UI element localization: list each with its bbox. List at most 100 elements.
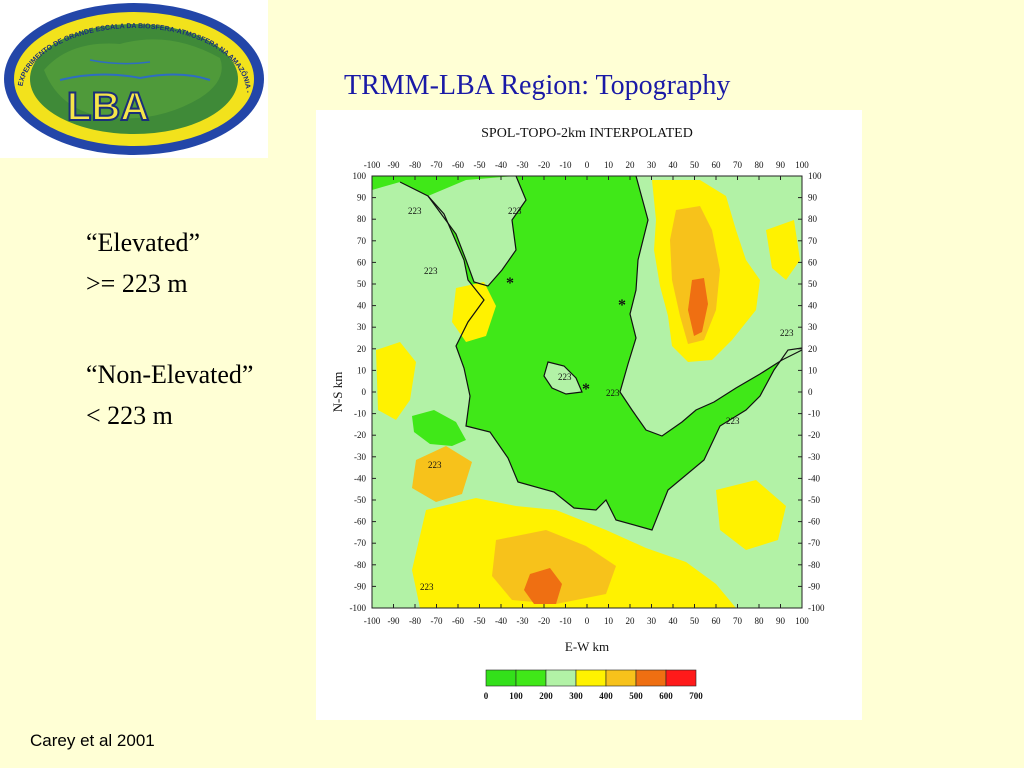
non-elevated-label: “Non-Elevated” [86, 360, 254, 389]
map-xlabel: E-W km [565, 639, 609, 654]
y-tick-label-right: 10 [808, 365, 818, 375]
x-tick-label-top: 20 [626, 160, 636, 170]
colorbar-swatch [545, 669, 577, 687]
y-tick-label-right: -50 [808, 495, 820, 505]
x-tick-label-top: -40 [495, 160, 507, 170]
x-tick-label-bottom: 20 [626, 616, 636, 626]
contour-223-north [427, 176, 527, 287]
y-tick-label-left: 0 [362, 387, 367, 397]
x-tick-label-bottom: -70 [431, 616, 443, 626]
x-tick-label-bottom: -20 [538, 616, 550, 626]
x-tick-label-top: -30 [517, 160, 529, 170]
colorbar-tick-label: 400 [599, 691, 613, 701]
elevated-region-north [428, 176, 526, 286]
y-tick-label-left: 50 [357, 279, 367, 289]
y-tick-label-right: 50 [808, 279, 818, 289]
colorbar-tick-label: 100 [509, 691, 523, 701]
logo-lba-text: LBA [67, 85, 149, 129]
lba-logo: EXPERIMENTO DE GRANDE ESCALA DA BIOSFERA… [0, 0, 268, 158]
high-region-southwest [412, 446, 472, 502]
colorbar-swatch [635, 669, 667, 687]
y-tick-label-right: 60 [808, 257, 818, 267]
y-tick-label-left: 100 [353, 171, 367, 181]
topography-field: 223 223 223 223 223 223 223 223 223 * * … [372, 176, 802, 608]
colorbar-tick-label: 300 [569, 691, 583, 701]
map-axes: -100-100-90-90-80-80-70-70-60-60-50-50-4… [350, 160, 825, 626]
y-tick-label-left: 40 [357, 301, 367, 311]
y-tick-label-right: -70 [808, 538, 820, 548]
colorbar-tick-label: 0 [484, 691, 489, 701]
contour-label-4: 223 [558, 372, 572, 382]
y-tick-label-left: -20 [354, 430, 366, 440]
y-tick-label-right: -20 [808, 430, 820, 440]
topography-figure: SPOL-TOPO-2km INTERPOLATED [316, 110, 862, 720]
x-tick-label-bottom: 30 [647, 616, 657, 626]
topography-map: SPOL-TOPO-2km INTERPOLATED [330, 126, 825, 701]
y-tick-label-left: 90 [357, 193, 367, 203]
contour-label-3: 223 [424, 266, 438, 276]
x-tick-label-top: 50 [690, 160, 700, 170]
elevated-region-center [544, 362, 582, 394]
site-marker-3: * [582, 381, 590, 398]
x-tick-label-top: -100 [364, 160, 381, 170]
y-tick-label-right: -90 [808, 581, 820, 591]
x-tick-label-top: -60 [452, 160, 464, 170]
x-tick-label-bottom: -10 [560, 616, 572, 626]
peak-region-northeast [670, 206, 720, 344]
y-tick-label-left: 20 [357, 344, 367, 354]
y-tick-label-right: 40 [808, 301, 818, 311]
high-region-far-east [766, 220, 800, 280]
x-tick-label-bottom: 80 [755, 616, 765, 626]
y-tick-label-left: -90 [354, 581, 366, 591]
x-tick-label-bottom: -40 [495, 616, 507, 626]
y-tick-label-right: 100 [808, 171, 822, 181]
non-elevated-threshold: < 223 m [86, 401, 173, 430]
y-tick-label-right: 20 [808, 344, 818, 354]
high-region-west-central [452, 282, 496, 342]
y-tick-label-left: 60 [357, 257, 367, 267]
x-tick-label-bottom: -30 [517, 616, 529, 626]
y-tick-label-right: 90 [808, 193, 818, 203]
x-tick-label-top: 90 [776, 160, 786, 170]
contour-label-5: 223 [606, 388, 620, 398]
y-tick-label-left: 70 [357, 236, 367, 246]
mid-region-southeast [716, 480, 786, 550]
x-tick-label-top: -80 [409, 160, 421, 170]
y-tick-label-right: 30 [808, 322, 818, 332]
contour-label-6: 223 [726, 416, 740, 426]
x-tick-label-top: 60 [712, 160, 722, 170]
colorbar-swatch [575, 669, 607, 687]
y-tick-label-right: 70 [808, 236, 818, 246]
x-tick-label-top: 100 [795, 160, 809, 170]
x-tick-label-bottom: 40 [669, 616, 679, 626]
y-tick-label-right: -40 [808, 473, 820, 483]
y-tick-label-left: -40 [354, 473, 366, 483]
contour-label-9: 223 [420, 582, 434, 592]
map-title: SPOL-TOPO-2km INTERPOLATED [481, 126, 693, 141]
y-tick-label-right: -100 [808, 603, 825, 613]
x-tick-label-bottom: 50 [690, 616, 700, 626]
colorbar-swatch [605, 669, 637, 687]
y-tick-label-left: -10 [354, 409, 366, 419]
y-tick-label-left: 80 [357, 214, 367, 224]
citation: Carey et al 2001 [30, 731, 155, 750]
colorbar-tick-label: 500 [629, 691, 643, 701]
x-tick-label-bottom: -80 [409, 616, 421, 626]
contour-label-8: 223 [780, 328, 794, 338]
colorbar-swatch [515, 669, 547, 687]
y-tick-label-right: -60 [808, 517, 820, 527]
y-tick-label-left: -100 [350, 603, 367, 613]
x-tick-label-top: -20 [538, 160, 550, 170]
y-tick-label-left: -60 [354, 517, 366, 527]
elevated-label: “Elevated” [86, 228, 201, 257]
high-region-west [376, 342, 416, 420]
x-tick-label-bottom: 90 [776, 616, 786, 626]
map-ylabel: N-S km [330, 372, 345, 413]
elevated-threshold: >= 223 m [86, 269, 188, 298]
peak-core-south [524, 568, 562, 604]
x-tick-label-bottom: 10 [604, 616, 614, 626]
x-tick-label-bottom: 60 [712, 616, 722, 626]
contour-223-line [399, 181, 802, 531]
y-tick-label-right: -10 [808, 409, 820, 419]
y-tick-label-left: -80 [354, 560, 366, 570]
